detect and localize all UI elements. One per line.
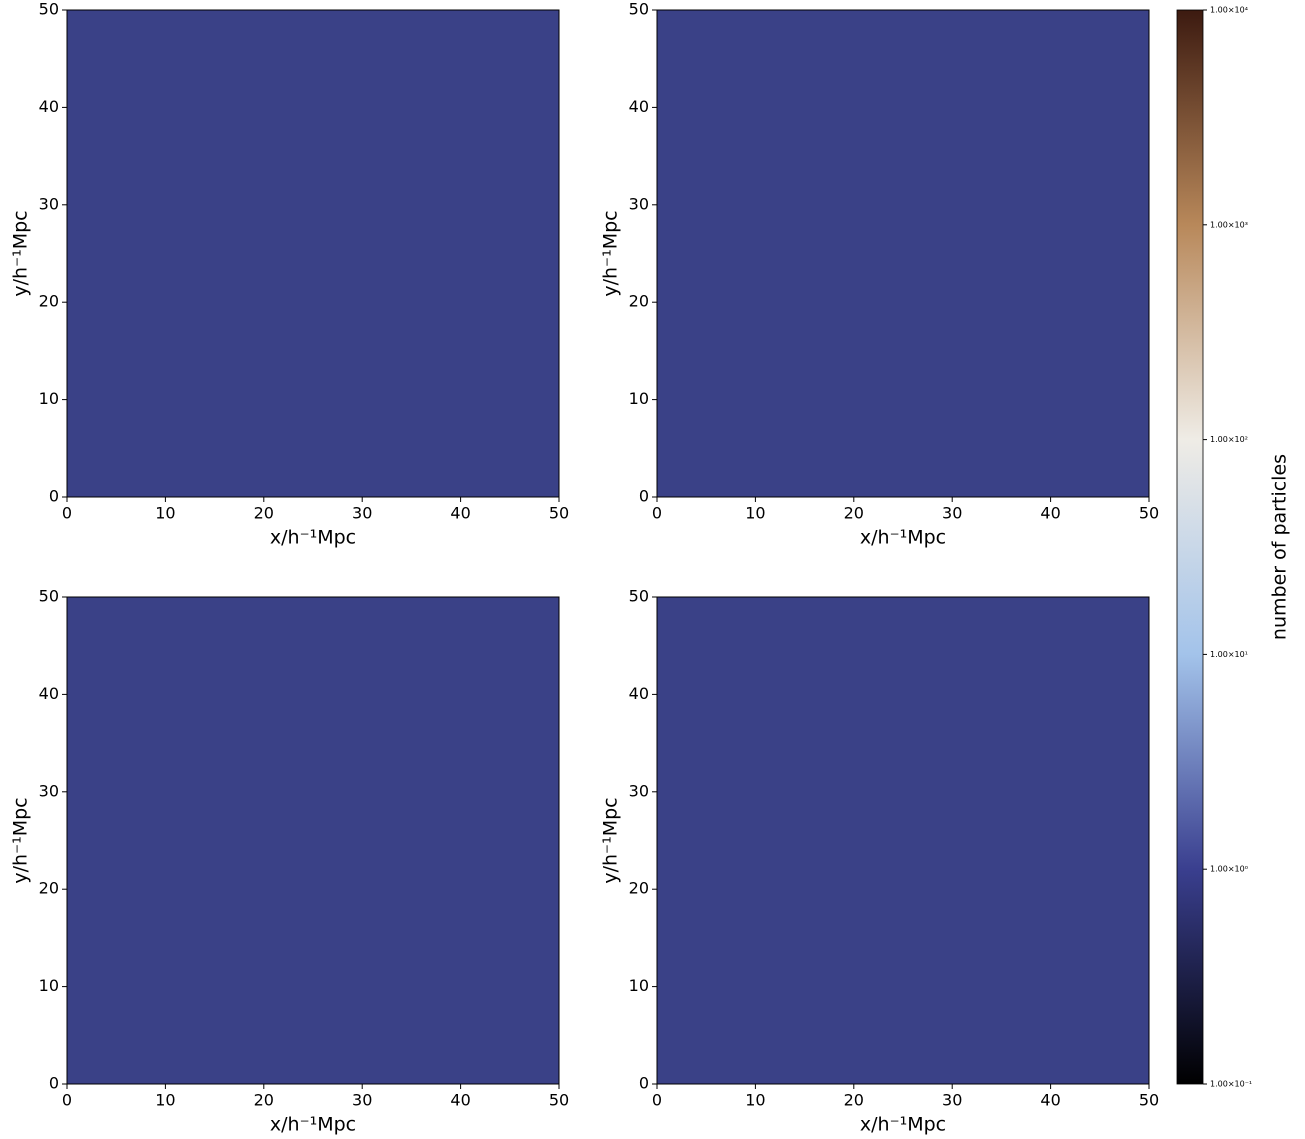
x-tick-label: 40 bbox=[1040, 1091, 1060, 1110]
y-tick-label: 40 bbox=[629, 684, 649, 703]
y-tick-label: 30 bbox=[629, 194, 649, 213]
y-tick-label: 20 bbox=[39, 292, 59, 311]
colorbar-tick-label: 1.00×10¹ bbox=[1210, 650, 1248, 659]
x-tick-label: 30 bbox=[352, 504, 372, 523]
x-tick-label: 20 bbox=[254, 1091, 274, 1110]
y-tick-label: 50 bbox=[39, 0, 59, 19]
y-tick-label: 10 bbox=[629, 389, 649, 408]
x-tick-label: 40 bbox=[450, 504, 470, 523]
y-tick-label: 40 bbox=[629, 97, 649, 116]
x-axis-label: x/h⁻¹Mpc bbox=[270, 1114, 356, 1136]
density-map bbox=[66, 9, 560, 498]
y-tick-label: 0 bbox=[49, 1074, 59, 1093]
y-tick-label: 30 bbox=[629, 781, 649, 800]
x-axis-label: x/h⁻¹Mpc bbox=[860, 527, 946, 549]
colorbar-label: number of particles bbox=[1269, 454, 1291, 640]
x-tick-label: 10 bbox=[745, 1091, 765, 1110]
y-tick-label: 40 bbox=[39, 684, 59, 703]
x-tick-label: 0 bbox=[62, 504, 72, 523]
x-tick-label: 30 bbox=[942, 1091, 962, 1110]
x-tick-label: 50 bbox=[549, 1091, 569, 1110]
x-tick-label: 10 bbox=[745, 504, 765, 523]
x-tick-label: 10 bbox=[155, 1091, 175, 1110]
y-tick-label: 10 bbox=[39, 389, 59, 408]
x-tick-label: 20 bbox=[254, 504, 274, 523]
y-tick-label: 10 bbox=[39, 976, 59, 995]
x-tick-label: 50 bbox=[1139, 1091, 1159, 1110]
x-tick-label: 0 bbox=[652, 504, 662, 523]
x-tick-label: 30 bbox=[352, 1091, 372, 1110]
colorbar bbox=[1176, 9, 1204, 1085]
y-tick-label: 20 bbox=[629, 879, 649, 898]
density-map bbox=[656, 9, 1150, 498]
x-tick-label: 40 bbox=[450, 1091, 470, 1110]
y-tick-label: 0 bbox=[639, 1074, 649, 1093]
y-tick-label: 0 bbox=[639, 487, 649, 506]
colorbar-tick-label: 1.00×10⁰ bbox=[1210, 865, 1248, 874]
y-tick-label: 50 bbox=[629, 587, 649, 606]
colorbar-tick-label: 1.00×10² bbox=[1210, 435, 1248, 444]
y-tick-label: 50 bbox=[629, 0, 649, 19]
x-tick-label: 0 bbox=[652, 1091, 662, 1110]
y-axis-label: y/h⁻¹Mpc bbox=[600, 797, 622, 883]
y-tick-label: 20 bbox=[39, 879, 59, 898]
x-tick-label: 10 bbox=[155, 504, 175, 523]
colorbar-tick-label: 1.00×10⁴ bbox=[1210, 6, 1248, 15]
x-axis-label: x/h⁻¹Mpc bbox=[860, 1114, 946, 1136]
x-tick-label: 20 bbox=[844, 1091, 864, 1110]
y-tick-label: 30 bbox=[39, 194, 59, 213]
y-tick-label: 0 bbox=[49, 487, 59, 506]
x-tick-label: 50 bbox=[1139, 504, 1159, 523]
y-tick-label: 10 bbox=[629, 976, 649, 995]
x-tick-label: 50 bbox=[549, 504, 569, 523]
y-axis-label: y/h⁻¹Mpc bbox=[10, 797, 32, 883]
density-map bbox=[66, 596, 560, 1085]
x-tick-label: 30 bbox=[942, 504, 962, 523]
x-axis-label: x/h⁻¹Mpc bbox=[270, 527, 356, 549]
density-map bbox=[656, 596, 1150, 1085]
y-tick-label: 30 bbox=[39, 781, 59, 800]
colorbar-tick-label: 1.00×10³ bbox=[1210, 220, 1248, 229]
y-tick-label: 20 bbox=[629, 292, 649, 311]
x-tick-label: 20 bbox=[844, 504, 864, 523]
y-tick-label: 40 bbox=[39, 97, 59, 116]
colorbar-tick-label: 1.00×10⁻¹ bbox=[1210, 1080, 1252, 1089]
y-axis-label: y/h⁻¹Mpc bbox=[10, 210, 32, 296]
y-tick-label: 50 bbox=[39, 587, 59, 606]
x-tick-label: 40 bbox=[1040, 504, 1060, 523]
x-tick-label: 0 bbox=[62, 1091, 72, 1110]
y-axis-label: y/h⁻¹Mpc bbox=[600, 210, 622, 296]
